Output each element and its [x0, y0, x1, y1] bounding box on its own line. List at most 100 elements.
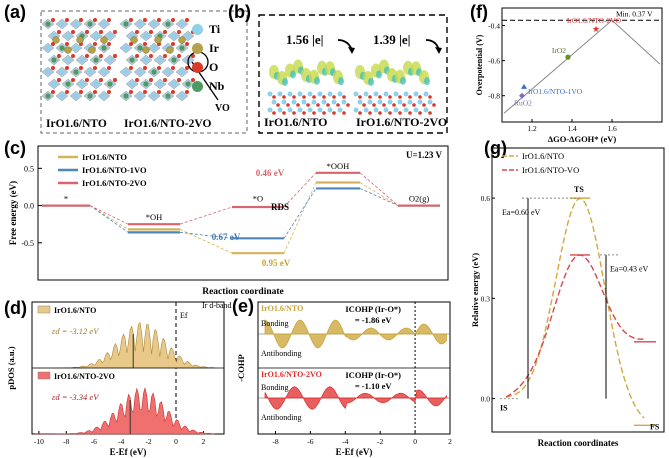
atom-metal	[137, 93, 143, 99]
panel-c: 0.5 0.0 -0.5 Free energy (eV) Reaction coord…	[0, 138, 452, 298]
y-tick-label: -0.4	[488, 22, 500, 31]
atom-metal	[129, 57, 135, 63]
fermi-label: Ef	[180, 311, 188, 320]
atom-ti	[417, 99, 423, 105]
atom-oxygen	[107, 42, 111, 46]
ts-label: TS	[574, 185, 584, 194]
atom-oxygen	[177, 54, 181, 58]
y-axis-label: pDOS (a.u.)	[6, 346, 16, 389]
atom-o	[316, 103, 320, 107]
energy-connector	[359, 182, 399, 206]
atom-oxygen	[191, 54, 195, 58]
atom-legend: Ti Ir O Nb	[192, 20, 246, 96]
atom-metal	[143, 57, 149, 63]
atom-ti	[373, 91, 379, 97]
atom-metal	[79, 81, 85, 87]
min-label: Min. 0.37 V	[616, 9, 653, 18]
atom-o	[358, 95, 362, 99]
atom-metal	[65, 57, 71, 63]
y-tick-label: -0.6	[488, 57, 500, 66]
charge-name-left: IrO1.6/NTO	[264, 115, 327, 129]
atom-o	[312, 95, 316, 99]
volcano-line	[503, 19, 661, 114]
charge-density-slabs	[267, 59, 436, 115]
atom-metal	[185, 33, 191, 39]
atom-o	[346, 103, 350, 107]
atom-metal	[123, 21, 129, 27]
atom-o	[272, 111, 276, 115]
atom-metal	[45, 45, 51, 51]
atom-metal	[73, 69, 79, 75]
atom-oxygen	[107, 66, 111, 70]
atom-metal	[93, 81, 99, 87]
charge-name-right: IrO1.6/NTO-2VO	[356, 115, 447, 129]
atom-oxygen	[65, 66, 69, 70]
x-axis-label: E-Ef (eV)	[336, 447, 373, 457]
atom-metal	[157, 81, 163, 87]
atom-ti	[413, 91, 419, 97]
x-axis-label: E-Ef (eV)	[110, 447, 147, 457]
atom-metal	[123, 93, 129, 99]
atom-o	[382, 103, 386, 107]
atom-ti	[267, 107, 273, 113]
bonding-label: Bonding	[261, 319, 289, 328]
state-label: *OOH	[327, 161, 350, 171]
panel-label-d: (d)	[4, 298, 27, 318]
atom-oxygen	[65, 18, 69, 22]
legend-swatch	[37, 371, 51, 380]
energy-barrier-plot: 0.0 0.3 0.6 Reaction coordinates Relative en…	[470, 147, 665, 448]
atom-o	[282, 111, 286, 115]
atom-o	[418, 95, 422, 99]
charge-lobe-cyan	[314, 76, 320, 85]
panel-b-charge: 1.56 |e| 1.39 |e| IrO1.6/NTO IrO1.6/NTO-…	[258, 14, 448, 134]
point-label: IrO1.6/NTO-2VO	[567, 16, 622, 25]
atom-ti	[287, 107, 293, 113]
atom-oxygen	[157, 90, 161, 94]
x-tick-label: -4	[118, 437, 124, 446]
y-tick-label: 0.0	[481, 395, 491, 404]
panel-a: VO IrO1.6/NTO IrO1.6/NTO-2VO Ti Ir O Nb	[40, 10, 248, 135]
charge-right: 1.39 |e|	[373, 32, 411, 47]
panel-a-frame	[40, 10, 248, 134]
series-label: IrO1.6/NTO	[261, 304, 303, 313]
atom-oxygen	[177, 30, 181, 34]
panel-b-frame	[258, 14, 448, 134]
energy-connector	[89, 205, 129, 225]
atom-oxygen	[51, 18, 55, 22]
atom-oxygen	[171, 18, 175, 22]
atom-oxygen	[99, 30, 103, 34]
atom-o	[428, 111, 432, 115]
atom-metal	[93, 33, 99, 39]
atom-metal	[151, 69, 157, 75]
energy-connector	[179, 206, 233, 225]
structure-name-right: IrO1.6/NTO-2VO	[124, 118, 211, 130]
panel-label-a: (a)	[4, 2, 26, 22]
atom-oxygen	[143, 90, 147, 94]
atom-oxygen	[143, 42, 147, 46]
x-tick-label: 1.6	[607, 124, 617, 133]
atom-metal	[165, 93, 171, 99]
cohp-area	[264, 386, 447, 410]
legend-label: IrO1.6/NTO-VO	[522, 165, 579, 175]
icohp-value: = -1.10 eV	[355, 381, 393, 391]
atom-o	[398, 95, 402, 99]
atom-metal	[179, 69, 185, 75]
atom-o	[276, 103, 280, 107]
atom-o	[296, 103, 300, 107]
energy-connector	[179, 231, 233, 239]
atom-oxygen	[163, 30, 167, 34]
legend-label: IrO1.6/NTO	[82, 152, 127, 162]
atom-oxygen	[171, 90, 175, 94]
atom-metal	[165, 69, 171, 75]
atom-ti	[393, 107, 399, 113]
atom-ti	[321, 99, 327, 105]
panel-label-c: (c)	[4, 138, 26, 158]
energy-curve	[505, 254, 645, 398]
crystal-structures	[41, 18, 195, 102]
atom-oxygen	[57, 30, 61, 34]
atom-metal	[151, 45, 157, 51]
atom-iridium	[88, 46, 96, 54]
dos-area	[34, 386, 215, 435]
charge-lobe-cyan	[400, 76, 406, 85]
cohp-plot: -8 -6 -4 -2 0 2 E-Ef (eV) -COHP IrO1.6/NTO Bondin…	[236, 301, 452, 457]
